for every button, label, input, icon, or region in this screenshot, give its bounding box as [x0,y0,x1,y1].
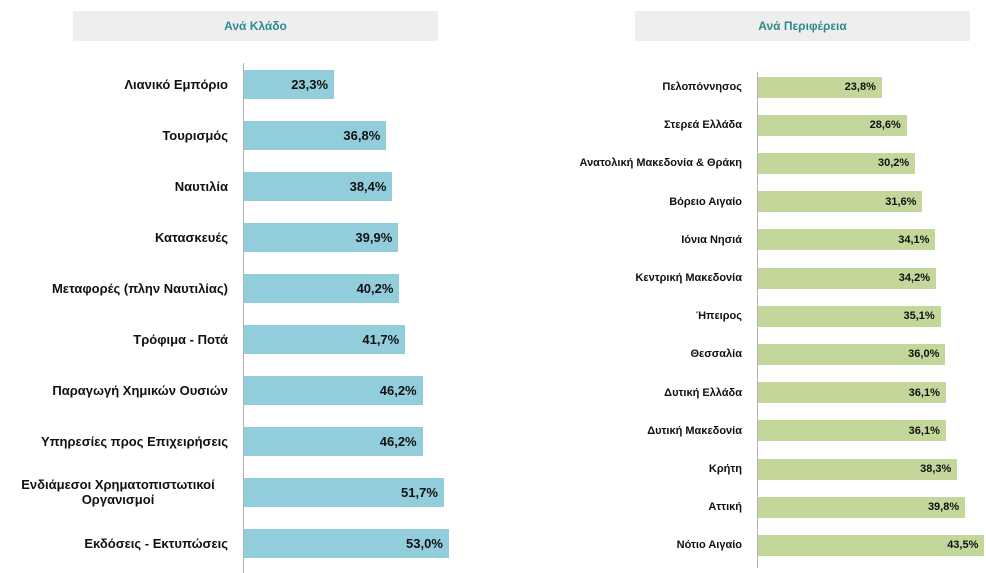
axis-line [757,71,758,569]
category-text: Βόρειο Αιγαίο [669,195,742,208]
category-label: Ναυτιλία [8,166,228,206]
category-label: Αττική [520,487,742,527]
bar [758,305,941,327]
category-label: Ανατολική Μακεδονία & Θράκη [520,143,742,183]
bar [244,375,423,405]
bar [758,496,966,518]
category-text: Ανατολική Μακεδονία & Θράκη [579,157,742,170]
axis-line [243,62,244,573]
category-text: Δυτική Μακεδονία [647,424,742,437]
category-label: Τρόφιμα - Ποτά [8,319,228,359]
value-label: 40,2% [356,280,394,296]
bar [244,324,406,354]
category-label: Τουρισμός [8,115,228,155]
category-label: Στερεά Ελλάδα [520,105,742,145]
category-label: Λιανικό Εμπόριο [8,64,228,104]
category-label: Κρήτη [520,449,742,489]
value-label: 38,4% [349,178,387,194]
category-label: Ιόνια Νησιά [520,220,742,260]
category-text: Ναυτιλία [174,178,228,194]
bar [758,420,946,442]
value-label: 36,1% [908,424,940,437]
category-label: Μεταφορές (πλην Ναυτιλίας) [8,268,228,308]
category-text: Εκδόσεις - Εκτυπώσεις [84,535,228,551]
bar [758,191,923,213]
category-label: Κεντρική Μακεδονία [520,258,742,298]
value-label: 36,8% [343,127,381,143]
category-text: Πελοπόννησος [662,81,742,93]
bar [244,528,449,558]
value-label: 46,2% [379,382,417,398]
bar [758,382,946,404]
category-text: Δυτική Ελλάδα [664,386,742,399]
value-label: 30,2% [877,157,910,170]
value-label: 43,5% [947,539,979,552]
bar [244,120,387,150]
category-label: Εκδόσεις - Εκτυπώσεις [8,523,228,563]
bar [758,76,882,98]
panel-title: Ανά Κλάδο [73,11,438,41]
category-text: Τρόφιμα - Ποτά [133,331,228,347]
category-label: Πελοπόννησος [520,67,742,107]
bar [244,222,399,252]
value-label: 23,3% [291,76,329,92]
bar [758,534,985,556]
bar [244,426,423,456]
category-text: Ήπειρος [696,310,742,323]
category-label: Θεσσαλία [520,334,742,374]
category-text: Κατασκευές [154,229,228,245]
category-label: Ενδιάμεσοι Χρηματοπιστωτικοί Οργανισμοί [8,472,228,512]
category-text: Ενδιάμεσοι Χρηματοπιστωτικοί Οργανισμοί [21,477,215,507]
value-label: 35,1% [903,310,935,323]
value-label: 53,0% [406,535,443,551]
bar [244,69,335,99]
value-label: 39,8% [927,501,960,514]
category-label: Δυτική Μακεδονία [520,411,742,451]
bar [758,152,916,174]
value-label: 36,1% [908,386,940,399]
value-label: 46,2% [379,433,417,449]
category-text: Ιόνια Νησιά [681,233,742,246]
category-label: Κατασκευές [8,217,228,257]
category-text: Λιανικό Εμπόριο [124,76,228,92]
value-label: 34,2% [898,272,930,284]
value-label: 51,7% [401,484,438,500]
bar [758,229,936,251]
value-label: 31,6% [885,195,917,208]
category-text: Παραγωγή Χημικών Ουσιών [52,382,228,398]
bar [758,458,958,480]
bar [244,477,444,507]
category-text: Κεντρική Μακεδονία [635,272,742,284]
value-label: 38,3% [920,463,952,475]
bar [244,171,393,201]
bar [758,114,907,136]
category-text: Μεταφορές (πλην Ναυτιλίας) [51,280,228,296]
category-label: Ήπειρος [520,296,742,336]
bar [758,267,936,289]
category-label: Υπηρεσίες προς Επιχειρήσεις [8,421,228,461]
category-text: Κρήτη [708,463,742,475]
bar [244,273,400,303]
value-label: 39,9% [355,229,393,245]
value-label: 23,8% [844,81,876,93]
category-text: Θεσσαλία [690,348,742,361]
value-label: 34,1% [898,233,930,246]
page: {"chart_data": [ {"type": "bar", "orient… [8,11,985,573]
category-text: Τουρισμός [162,127,228,143]
category-text: Αττική [708,501,742,514]
value-label: 28,6% [869,119,901,132]
value-label: 41,7% [362,331,400,347]
category-label: Δυτική Ελλάδα [520,373,742,413]
bar [758,343,946,365]
panel-title: Ανά Περιφέρεια [635,11,970,41]
category-label: Παραγωγή Χημικών Ουσιών [8,370,228,410]
category-text: Νότιο Αιγαίο [676,539,742,552]
value-label: 36,0% [908,348,940,361]
category-label: Νότιο Αιγαίο [520,525,742,565]
category-label: Βόρειο Αιγαίο [520,182,742,222]
category-text: Στερεά Ελλάδα [663,119,742,132]
category-text: Υπηρεσίες προς Επιχειρήσεις [40,433,228,449]
